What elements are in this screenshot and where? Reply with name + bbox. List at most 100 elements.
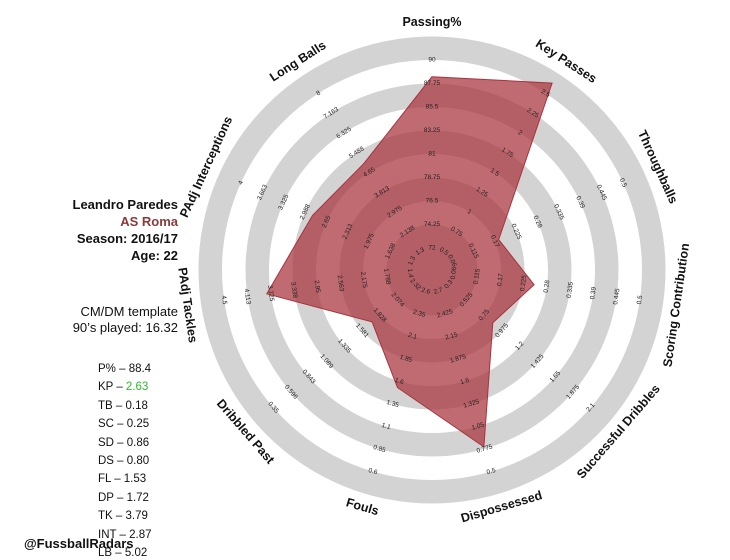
tick-label: 0.3 (443, 279, 454, 291)
stat-value: 0.18 (125, 399, 148, 412)
stat-value: 0.25 (126, 418, 150, 431)
tick-label: 90 (428, 57, 436, 64)
stat-value: 1.53 (123, 473, 147, 486)
stat-row: SC – 0.25 (98, 417, 188, 431)
tick-label: 0.445 (612, 288, 621, 305)
minutes-played: 90’s played: 16.32 (72, 320, 178, 335)
stat-row: DS – 0.80 (98, 454, 188, 468)
stat-label: P% – (98, 363, 129, 375)
stat-label: DS – (98, 455, 127, 467)
tick-label: 2.6 (420, 287, 431, 296)
club-name: AS Roma (120, 214, 178, 229)
stat-value: 2.63 (125, 381, 149, 394)
stat-label: TB – (98, 399, 126, 412)
player-polygon (266, 76, 553, 448)
tick-label: 8 (315, 89, 322, 97)
tick-label: 0.6 (367, 467, 378, 476)
stat-value: 88.4 (128, 363, 152, 375)
tick-label: 78.75 (424, 174, 441, 181)
tick-label: 2.563 (336, 275, 345, 292)
template-label: CM/DM template (80, 304, 178, 319)
stat-label: KP – (98, 381, 126, 394)
tick-label: 0.5 (618, 177, 628, 188)
stat-value: 2.87 (129, 528, 152, 541)
axis-name: Passing% (402, 15, 461, 29)
tick-label: 76.5 (426, 198, 439, 205)
tick-label: 1.3 (407, 255, 417, 266)
tick-label: 0.5 (636, 295, 644, 305)
stat-row: FL – 1.53 (98, 472, 188, 486)
stat-label: FL – (98, 473, 124, 486)
tick-label: 0.39 (589, 286, 598, 300)
tick-label: 1.85 (399, 354, 413, 364)
tick-label: 0.775 (476, 443, 494, 454)
tick-label: 2.95 (313, 280, 322, 294)
stat-label: TK – (98, 510, 126, 523)
tick-label: 1.6 (394, 377, 405, 386)
tick-label: 1.6 (459, 377, 470, 386)
tick-label: 1.3 (415, 246, 427, 257)
tick-label: 0.06 (446, 254, 458, 269)
tick-label: 0.28 (531, 215, 543, 230)
tick-label: 81 (428, 151, 436, 158)
stat-value: 0.80 (126, 455, 150, 467)
tick-label: 87.75 (424, 80, 441, 87)
tick-label: 2.1 (407, 332, 418, 341)
tick-label: 1.1 (381, 422, 392, 431)
tick-label: 2.175 (359, 271, 368, 288)
tick-label: 0.5 (438, 246, 450, 257)
tick-label: 3.725 (266, 285, 275, 302)
tick-label: 1.5 (489, 167, 501, 178)
stat-row: KP – 2.63 (98, 380, 188, 394)
stat-label: SD – (98, 436, 127, 449)
age-label: Age: 22 (131, 248, 178, 263)
axis-name: Fouls (345, 495, 381, 518)
tick-label: 1 (466, 208, 473, 216)
axis-name: PAdj Tackles (175, 267, 200, 344)
stat-value: 0.86 (126, 436, 150, 449)
player-name: Leandro Paredes (72, 197, 179, 212)
tick-label: 3.338 (289, 281, 298, 298)
twitter-handle: @FussballRadars (24, 536, 134, 551)
season-label: Season: 2016/17 (76, 231, 178, 246)
tick-label: 1.325 (463, 398, 481, 409)
tick-label: 0.17 (489, 234, 501, 249)
tick-label: 0.335 (566, 281, 575, 298)
stat-value: 1.72 (126, 491, 149, 504)
tick-label: 0.225 (519, 274, 528, 291)
tick-label: 0.39 (574, 195, 586, 210)
tick-label: 74.25 (424, 221, 441, 228)
tick-label: 0.85 (372, 444, 386, 454)
stat-label: INT – (98, 528, 130, 541)
tick-label: 2.35 (412, 309, 426, 319)
tick-label: 0.17 (496, 273, 505, 287)
stat-label: SC – (98, 418, 127, 431)
tick-label: 0.28 (543, 279, 552, 293)
stat-row: INT – 2.87 (98, 528, 188, 542)
tick-label: 1.4 (406, 268, 414, 278)
stat-row: TB – 0.18 (98, 399, 188, 413)
tick-label: 1.875 (449, 353, 467, 364)
stat-row: DP – 1.72 (98, 491, 188, 505)
stat-row: SD – 0.86 (98, 436, 188, 450)
tick-label: 2 (517, 129, 524, 137)
stat-label: DP – (98, 491, 127, 504)
tick-label: 4 (237, 179, 245, 186)
tick-label: 72 (428, 245, 436, 252)
tick-label: 2.425 (436, 308, 454, 319)
tick-label: 4.113 (243, 288, 252, 305)
tick-label: 1.35 (386, 399, 400, 409)
tick-label: 0.115 (473, 268, 482, 285)
tick-label: 2.7 (433, 287, 444, 296)
tick-label: 85.5 (426, 104, 439, 111)
stat-row: P% – 88.4 (98, 362, 188, 376)
tick-label: 1.05 (471, 421, 485, 431)
stat-row: TK – 3.79 (98, 509, 188, 523)
tick-label: 2.5 (540, 88, 552, 99)
stat-value: 3.79 (125, 510, 148, 523)
tick-label: 0.5 (486, 467, 497, 476)
player-info-panel: Leandro Paredes AS Roma Season: 2016/17 … (0, 0, 182, 559)
tick-label: 2.15 (444, 331, 458, 341)
tick-label: 83.25 (424, 127, 441, 134)
